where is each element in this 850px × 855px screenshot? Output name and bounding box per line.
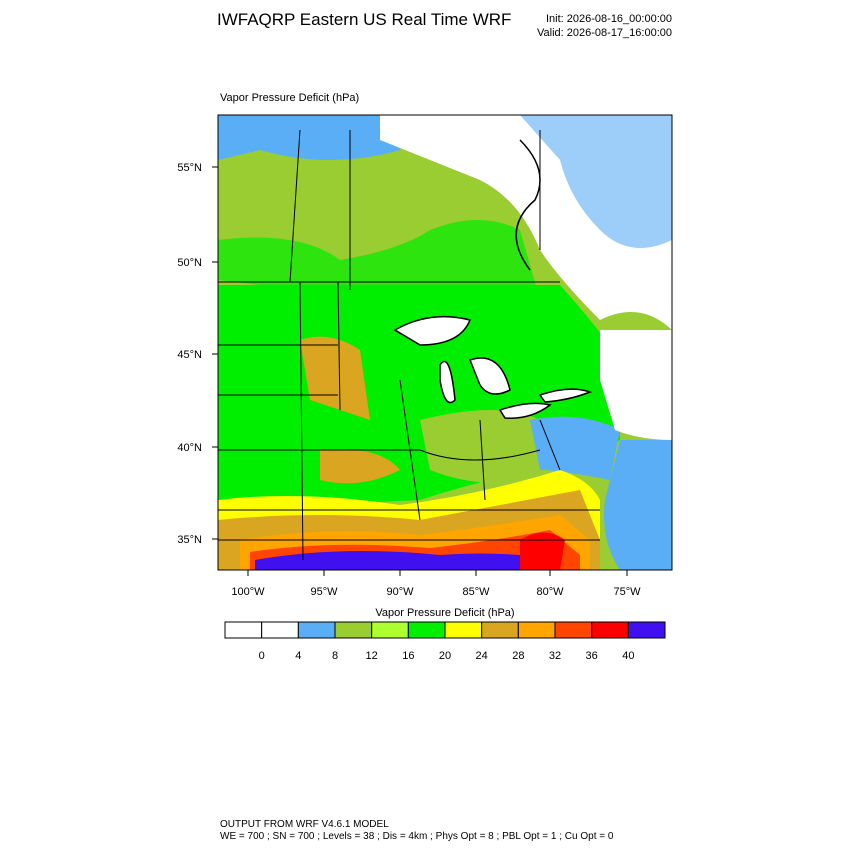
footer-line: OUTPUT FROM WRF V4.6.1 MODEL bbox=[220, 819, 389, 830]
colorbar-label: 24 bbox=[476, 650, 488, 662]
colorbar-box bbox=[371, 621, 409, 639]
colorbar-label: 28 bbox=[512, 650, 524, 662]
colorbar-box bbox=[481, 621, 519, 639]
valid-time: Valid: 2026-08-17_16:00:00 bbox=[537, 27, 672, 39]
map-subtitle: Vapor Pressure Deficit (hPa) bbox=[220, 92, 359, 104]
lat-label: 45°N bbox=[177, 349, 202, 361]
colorbar-box bbox=[407, 621, 446, 639]
map-frame bbox=[217, 114, 673, 571]
footer-line: WE = 700 ; SN = 700 ; Levels = 38 ; Dis … bbox=[220, 831, 614, 842]
colorbar-label: 36 bbox=[586, 650, 598, 662]
lon-label: 75°W bbox=[613, 586, 641, 598]
colorbar-box bbox=[444, 621, 483, 639]
colorbar-label: 32 bbox=[549, 650, 561, 662]
map bbox=[218, 115, 672, 570]
init-time: Init: 2026-08-16_00:00:00 bbox=[546, 13, 672, 25]
lon-label: 100°W bbox=[231, 586, 265, 598]
colorbar-label: 8 bbox=[332, 650, 338, 662]
colorbar-box bbox=[297, 621, 336, 639]
lat-label: 55°N bbox=[177, 162, 202, 174]
lon-labels: 100°W 95°W 90°W 85°W 80°W 75°W bbox=[231, 570, 641, 598]
lon-label: 85°W bbox=[462, 586, 490, 598]
lon-label: 95°W bbox=[310, 586, 338, 598]
colorbar-label: 16 bbox=[402, 650, 414, 662]
lat-labels: 55°N 50°N 45°N 40°N 35°N bbox=[177, 162, 218, 546]
colorbar-box bbox=[627, 621, 666, 639]
colorbar-label: 20 bbox=[439, 650, 451, 662]
lon-label: 80°W bbox=[536, 586, 564, 598]
lon-label: 90°W bbox=[386, 586, 414, 598]
colorbar-box bbox=[224, 621, 263, 639]
colorbar-label: 40 bbox=[622, 650, 634, 662]
lat-label: 40°N bbox=[177, 442, 202, 454]
colorbar-box bbox=[554, 621, 593, 639]
colorbar-label: 12 bbox=[366, 650, 378, 662]
colorbar-box bbox=[517, 621, 556, 639]
title: IWFAQRP Eastern US Real Time WRF bbox=[217, 10, 511, 29]
colorbar-box bbox=[591, 621, 629, 639]
lat-label: 35°N bbox=[177, 534, 202, 546]
colorbar: 0 4 8 12 16 20 24 28 32 36 40 bbox=[224, 621, 666, 662]
colorbar-box bbox=[261, 621, 299, 639]
lat-label: 50°N bbox=[177, 257, 202, 269]
colorbar-label: 0 bbox=[259, 650, 265, 662]
colorbar-box bbox=[334, 621, 373, 639]
colorbar-title: Vapor Pressure Deficit (hPa) bbox=[375, 607, 514, 619]
colorbar-label: 4 bbox=[295, 650, 301, 662]
